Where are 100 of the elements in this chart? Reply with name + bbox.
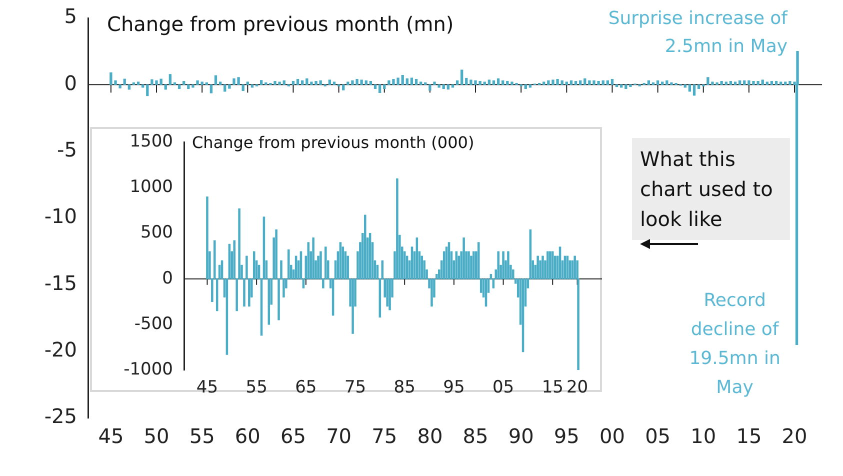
bar [282,80,286,85]
bar [224,84,226,92]
bar [551,251,554,280]
annotation: Record decline of 19.5mn in May [689,290,780,398]
bar [456,80,459,85]
bar [497,251,500,280]
x-tick-label: 15 [542,378,564,398]
x-tick-label: 45 [98,424,124,448]
bar [743,80,746,85]
bar [697,84,700,89]
bar [301,80,304,85]
bar [578,80,582,85]
x-tick-label: 75 [344,378,366,398]
bar [720,81,723,85]
bar [410,78,414,85]
x-tick-label: 90 [508,424,534,448]
bar [688,84,692,92]
bar [218,82,222,85]
bar [242,84,244,91]
bar [442,84,445,89]
bar [346,82,350,85]
bar [342,84,345,90]
x-tick-label: 55 [246,378,268,398]
bar [647,80,650,85]
bar [546,251,549,280]
x-tick-label: 95 [443,378,465,398]
x-tick-label: 70 [326,424,352,448]
bar [296,79,300,85]
bar [761,80,764,85]
x-tick-label: 00 [599,424,625,448]
x-tick-label: 10 [690,424,716,448]
annotation: Surprise increase of 2.5mn in May [608,8,788,58]
bar [462,238,465,280]
bar [210,84,213,94]
bar [386,278,388,307]
x-tick-label: 95 [554,424,580,448]
bar [419,82,422,85]
y-tick-label: 1000 [130,177,173,198]
bar [378,84,382,93]
x-tick-label: 80 [417,424,443,448]
bar [146,84,149,96]
bar [178,84,181,89]
bar [307,242,310,280]
bar [200,82,204,85]
bar [369,81,372,85]
bar [364,214,366,280]
bar [656,80,660,85]
bar [524,84,527,89]
y-tick-label: -1000 [124,359,173,380]
bar [766,82,768,85]
bar [729,81,732,85]
bar [666,80,668,85]
bar [406,78,408,85]
x-tick-label: 85 [394,378,416,398]
bar [483,82,486,85]
bar [610,79,614,85]
bar [388,278,391,310]
x-tick-label: 20 [782,424,808,448]
bar [328,80,332,85]
y-tick-label: -20 [44,338,77,362]
bar [396,178,398,280]
bar [260,80,263,85]
bar [539,260,542,280]
bar [488,80,491,85]
bar [570,80,573,85]
x-tick-label: 55 [189,424,215,448]
bar [574,81,578,85]
bar [584,78,586,85]
bar [246,82,249,85]
bar [542,256,544,280]
chart-title: Change from previous month (mn) [107,12,454,36]
bar [364,80,368,85]
bar [292,81,295,85]
bar [401,75,404,85]
bar [506,81,509,85]
bar [661,82,664,85]
x-tick-label: 05 [492,378,514,398]
bar [571,260,574,280]
y-tick-label: 5 [64,4,77,28]
bar [472,251,475,280]
y-tick-label: 500 [140,222,173,243]
bar [496,78,500,85]
bar [468,251,470,280]
bar [423,260,426,280]
bar [606,80,609,85]
bar [123,78,126,85]
bar [446,84,450,90]
bar [206,196,208,280]
bar [770,81,774,85]
bar [507,251,510,280]
chart-title: Change from previous month (000) [192,133,474,152]
bar [374,84,377,89]
bar [502,80,504,85]
y-tick-label: -5 [57,138,77,162]
bar [565,82,568,85]
bar [549,251,552,280]
bar [214,75,218,85]
bar [602,80,604,85]
y-tick-label: -25 [44,404,77,428]
bar [492,80,496,85]
